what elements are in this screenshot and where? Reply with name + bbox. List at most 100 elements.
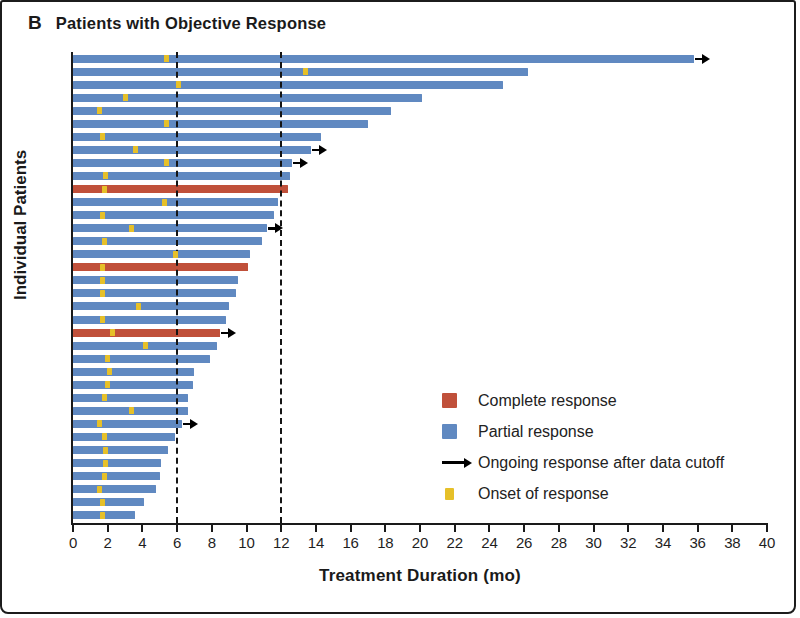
patient-bar (73, 133, 321, 141)
x-tick (107, 525, 109, 532)
onset-marker (110, 329, 115, 336)
x-tick (558, 525, 560, 532)
ongoing-arrow-icon (221, 328, 236, 338)
onset-marker (102, 238, 107, 245)
patient-bar (73, 355, 210, 363)
patient-bar (73, 446, 168, 454)
x-tick (315, 525, 317, 532)
patient-bar (73, 381, 193, 389)
x-tick (523, 525, 525, 532)
x-tick (211, 525, 213, 532)
ongoing-arrow-icon (183, 419, 198, 429)
x-tick (176, 525, 178, 532)
legend-marker (442, 488, 476, 500)
legend-item: Onset of response (442, 478, 724, 509)
complete-response-swatch-icon (442, 393, 457, 408)
patient-bar (73, 107, 391, 115)
onset-marker (164, 55, 169, 62)
figure-frame: B Patients with Objective Response Indiv… (0, 0, 796, 614)
x-tick-label: 16 (342, 534, 358, 551)
patient-bar (73, 146, 311, 154)
legend-marker (442, 458, 476, 468)
x-tick (593, 525, 595, 532)
x-tick-label: 4 (138, 534, 146, 551)
onset-swatch-icon (445, 488, 454, 500)
arrow-head (702, 54, 710, 64)
onset-marker (129, 225, 134, 232)
x-tick-label: 26 (516, 534, 532, 551)
onset-marker (164, 120, 169, 127)
patient-bar (73, 68, 528, 76)
patient-bar (73, 250, 250, 258)
patient-bar (73, 302, 229, 310)
patient-bar (73, 433, 175, 441)
onset-marker (97, 107, 102, 114)
x-tick-label: 10 (238, 534, 254, 551)
arrow-head (319, 145, 327, 155)
arrow-shaft (442, 461, 465, 463)
x-tick-label: 12 (273, 534, 289, 551)
x-tick-label: 20 (412, 534, 428, 551)
onset-marker (176, 81, 181, 88)
onset-marker (102, 433, 107, 440)
x-tick-label: 34 (655, 534, 671, 551)
x-tick-label: 2 (104, 534, 112, 551)
plot-area: Individual Patients 02468101214161820222… (2, 2, 794, 612)
x-tick (731, 525, 733, 532)
onset-marker (129, 407, 134, 414)
onset-marker (100, 264, 105, 271)
legend-item: Ongoing response after data cutoff (442, 447, 724, 478)
x-axis-label: Treatment Duration (mo) (73, 566, 767, 586)
onset-marker (100, 290, 105, 297)
legend-label: Partial response (476, 423, 594, 441)
onset-marker (133, 146, 138, 153)
legend-marker (442, 424, 476, 439)
legend-item: Complete response (442, 385, 724, 416)
x-tick-label: 30 (585, 534, 601, 551)
ongoing-arrow-icon (695, 54, 710, 64)
x-tick-label: 32 (620, 534, 636, 551)
onset-marker (97, 420, 102, 427)
x-tick (488, 525, 490, 532)
arrow-head (228, 328, 236, 338)
x-tick-label: 14 (308, 534, 324, 551)
onset-marker (100, 133, 105, 140)
legend-label: Complete response (476, 392, 617, 410)
x-tick (350, 525, 352, 532)
onset-marker (303, 68, 308, 75)
onset-marker (105, 381, 110, 388)
onset-marker (107, 368, 112, 375)
partial-response-swatch-icon (442, 424, 457, 439)
onset-marker (100, 499, 105, 506)
x-tick-label: 8 (208, 534, 216, 551)
arrow-head (464, 458, 472, 468)
legend-marker (442, 393, 476, 408)
x-tick-label: 38 (724, 534, 740, 551)
onset-marker (102, 473, 107, 480)
onset-marker (105, 355, 110, 362)
legend: Complete response Partial response Ongoing… (442, 385, 724, 509)
patient-bar (73, 498, 144, 506)
x-tick (72, 525, 74, 532)
onset-marker (100, 212, 105, 219)
onset-marker (100, 512, 105, 519)
patient-bar (73, 472, 160, 480)
patient-bar (73, 276, 238, 284)
ongoing-arrow-icon (442, 458, 472, 468)
onset-marker (102, 394, 107, 401)
legend-label: Onset of response (476, 485, 609, 503)
x-tick-label: 40 (759, 534, 775, 551)
ongoing-arrow-icon (312, 145, 327, 155)
onset-marker (173, 251, 178, 258)
onset-marker (162, 199, 167, 206)
x-tick (141, 525, 143, 532)
x-tick (766, 525, 768, 532)
x-tick (662, 525, 664, 532)
x-tick-label: 28 (551, 534, 567, 551)
patient-bar (73, 485, 156, 493)
patient-bar (73, 120, 368, 128)
patient-bar (73, 329, 220, 337)
patient-bar (73, 459, 161, 467)
y-axis-label: Individual Patients (11, 274, 31, 300)
patient-bar (73, 159, 292, 167)
